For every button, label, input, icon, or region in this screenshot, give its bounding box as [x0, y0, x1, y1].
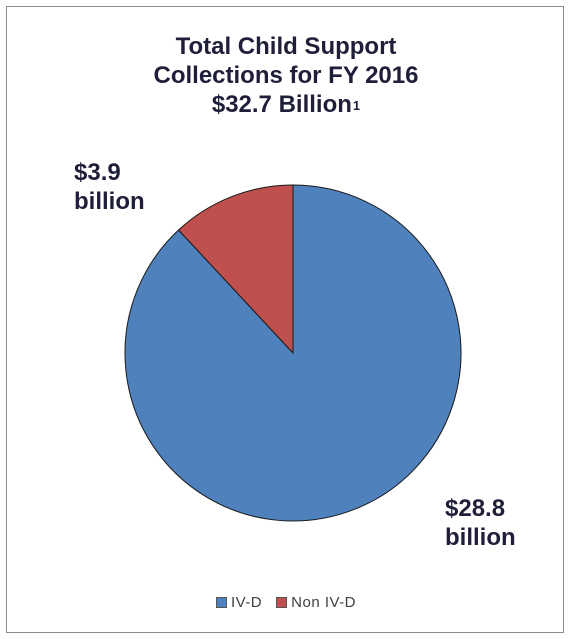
chart-title-line-1: Total Child Support [175, 33, 397, 60]
chart-title: Total Child Support Collections for FY 2… [0, 32, 572, 119]
data-label-iv-d: $28.8 billion [445, 494, 516, 552]
chart-title-line-3-text: $32.7 Billion [211, 91, 352, 118]
legend-item-non-iv-d: Non IV-D [276, 594, 356, 611]
data-label-iv-d-line-2: billion [445, 524, 516, 551]
legend-item-iv-d: IV-D [215, 594, 263, 611]
data-label-non-iv-d-line-2: billion [74, 188, 145, 215]
data-label-iv-d-line-1: $28.8 [445, 495, 506, 522]
data-label-non-iv-d: $3.9 billion [74, 158, 145, 216]
chart-title-line-2: Collections for FY 2016 [153, 62, 419, 89]
pie-slice-iv-d [124, 184, 462, 522]
chart-title-footnote-marker: 1 [352, 98, 361, 113]
legend-swatch-iv-d [215, 597, 227, 608]
pie-slice-non-iv-d [177, 184, 294, 355]
chart-title-line-3: $32.7 Billion1 [0, 90, 572, 119]
chart-legend: IV-D Non IV-D [0, 594, 572, 611]
legend-swatch-non-iv-d [276, 597, 288, 608]
legend-label-iv-d: IV-D [230, 594, 263, 611]
legend-label-non-iv-d: Non IV-D [291, 594, 357, 611]
data-label-non-iv-d-line-1: $3.9 [74, 159, 121, 186]
